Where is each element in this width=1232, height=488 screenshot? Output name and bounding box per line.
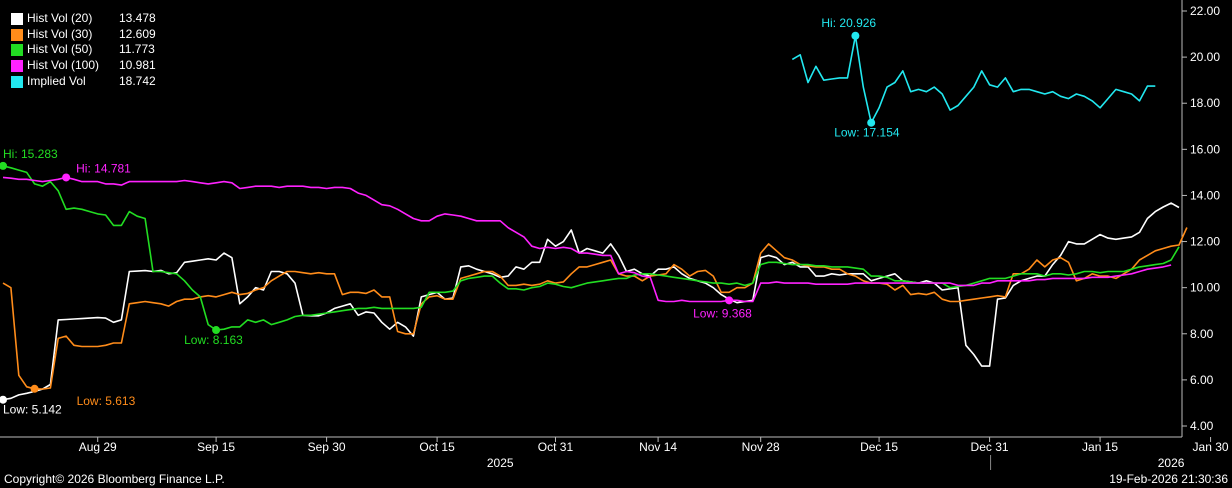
annotation-label: Hi: 14.781 (76, 161, 131, 175)
y-tick-label: 20.00 (1190, 50, 1220, 64)
legend-item-hv20[interactable]: Hist Vol (20) 13.478 (11, 11, 156, 27)
legend-value: 10.981 (119, 58, 156, 73)
annotation-markers: Hi: 20.926 Low: 17.154 Hi: 15.283 Hi: 14.78… (0, 0, 1232, 417)
legend-item-hv30[interactable]: Hist Vol (30) 12.609 (11, 27, 156, 43)
y-tick-label: 22.00 (1190, 4, 1220, 18)
series-line-4 (791, 34, 1156, 124)
series-line-1 (2, 227, 1188, 390)
legend-swatch (11, 59, 23, 72)
legend-item-implied-vol[interactable]: Implied Vol 18.742 (11, 74, 156, 90)
legend-value: 18.742 (119, 73, 156, 88)
legend-item-hv50[interactable]: Hist Vol (50) 11.773 (11, 42, 156, 58)
y-tick-label: 6.00 (1190, 373, 1214, 387)
legend-swatch (11, 44, 23, 57)
x-tick-label: Jan 30 (1193, 440, 1229, 454)
y-tick-label: 16.00 (1190, 142, 1220, 156)
annotation-dot (851, 31, 860, 40)
x-tick-label: Nov 28 (742, 440, 780, 454)
y-tick-label: 18.00 (1190, 96, 1220, 110)
annotation-dot (30, 384, 39, 393)
legend-item-hv100[interactable]: Hist Vol (100) 10.981 (11, 58, 156, 74)
annotation-label: Low: 5.613 (77, 394, 136, 408)
legend-label: Hist Vol (20) (27, 11, 93, 25)
x-tick-label: Sep 30 (308, 440, 346, 454)
x-tick-label: Oct 31 (538, 440, 574, 454)
year-label: 2026 (1158, 456, 1185, 470)
series-line-0 (2, 202, 1180, 401)
legend-label: Hist Vol (30) (27, 26, 93, 41)
legend-label: Hist Vol (50) (27, 42, 93, 57)
annotation-dot (0, 395, 7, 404)
annotation-label: Low: 8.163 (184, 333, 243, 347)
annotation-dot (0, 161, 7, 170)
legend-swatch (11, 75, 23, 88)
legend-label: Implied Vol (27, 73, 86, 88)
annotation-label: Low: 5.142 (3, 403, 62, 417)
legend-swatch (11, 28, 23, 41)
x-tick-label: Dec 15 (860, 440, 898, 454)
annotation-dot (212, 326, 221, 335)
legend-value: 12.609 (119, 26, 156, 41)
legend-value: 11.773 (119, 42, 155, 57)
annotation-dot (867, 118, 876, 127)
legend: Hist Vol (20) 13.478 Hist Vol (30) 12.60… (7, 8, 162, 93)
annotation-label: Low: 9.368 (693, 306, 752, 320)
series-lines (2, 34, 1188, 401)
annotation-label: Hi: 12.609 (1212, 0, 1232, 3)
axes: 4.00 6.00 8.00 10.00 12.00 14.00 16.00 18.00 20.… (0, 0, 1229, 470)
legend-swatch (11, 12, 23, 25)
legend-label: Hist Vol (100) (27, 58, 100, 73)
copyright-text: Copyright© 2026 Bloomberg Finance L.P. (4, 472, 225, 486)
annotation-label: Low: 17.154 (834, 126, 900, 140)
year-label: 2025 (487, 456, 514, 470)
y-tick-label: 12.00 (1190, 235, 1220, 249)
annotation-dot (725, 296, 734, 305)
x-tick-label: Sep 15 (197, 440, 235, 454)
timestamp-text: 19-Feb-2026 21:30:36 (1109, 472, 1228, 486)
legend-value: 13.478 (119, 11, 156, 25)
series-line-3 (2, 176, 1172, 303)
x-tick-label: Nov 14 (639, 440, 677, 454)
y-tick-label: 10.00 (1190, 281, 1220, 295)
x-tick-label: Oct 15 (419, 440, 455, 454)
y-tick-label: 4.00 (1190, 419, 1214, 433)
annotation-dot (62, 173, 71, 182)
x-tick-label: Dec 31 (971, 440, 1009, 454)
annotation-label: Hi: 20.926 (821, 16, 876, 30)
y-tick-label: 14.00 (1190, 188, 1220, 202)
x-tick-label: Aug 29 (79, 440, 117, 454)
annotation-label: Hi: 13.668 (1188, 0, 1232, 3)
series-line-2 (2, 165, 1180, 331)
annotation-label: Hi: 15.283 (3, 147, 58, 161)
y-tick-label: 8.00 (1190, 327, 1214, 341)
x-tick-label: Jan 15 (1082, 440, 1118, 454)
